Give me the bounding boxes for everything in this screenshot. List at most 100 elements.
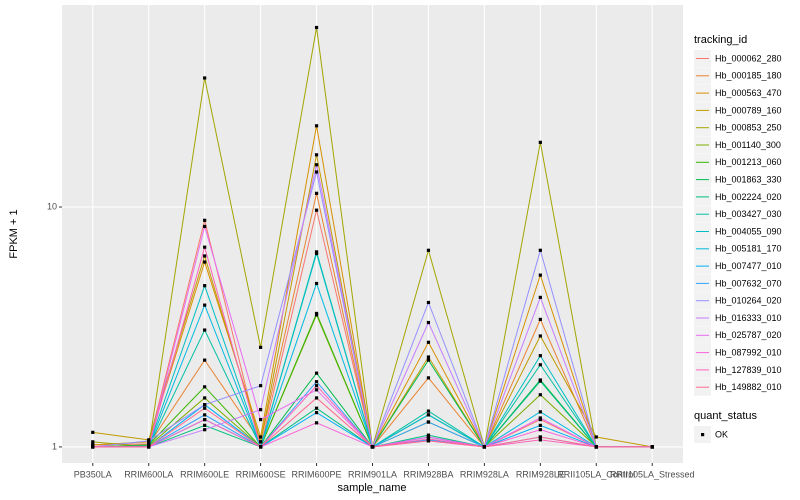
data-point: [259, 440, 263, 444]
data-point: [147, 439, 151, 443]
data-point: [426, 358, 431, 362]
legend: tracking_id Hb_000062_280 Hb_000185_180 Hb_…: [694, 34, 782, 443]
data-point: [538, 248, 542, 252]
data-point: [538, 334, 542, 338]
data-point: [538, 140, 542, 144]
data-point: [370, 445, 375, 449]
data-point: [314, 396, 319, 400]
data-point: [203, 385, 207, 389]
x-tick-label: RRIM600SE: [236, 469, 286, 479]
data-point: [538, 423, 542, 427]
legend-label: Hb_001213_060: [715, 157, 782, 167]
data-point: [203, 328, 207, 332]
data-point: [314, 388, 319, 392]
data-point: [203, 260, 207, 264]
data-point: [426, 300, 431, 305]
data-point: [259, 384, 263, 388]
legend-swatch: [701, 433, 705, 437]
legend-label: Hb_149882_010: [715, 382, 782, 392]
data-point: [259, 408, 263, 412]
data-point: [147, 445, 151, 449]
data-point: [203, 396, 207, 400]
data-point: [203, 428, 207, 432]
legend-label: Hb_007632_070: [715, 278, 782, 288]
legend-label: Hb_000563_470: [715, 88, 782, 98]
data-point: [91, 430, 95, 434]
data-point: [538, 273, 542, 277]
legend-label: Hb_010264_020: [715, 296, 782, 306]
data-point: [203, 423, 207, 427]
legend-label: OK: [715, 429, 728, 439]
data-point: [259, 435, 263, 439]
y-axis-title: FPKM + 1: [8, 209, 20, 258]
data-point: [203, 284, 207, 288]
data-point: [91, 443, 95, 447]
data-point: [203, 406, 207, 410]
data-point: [91, 445, 95, 449]
x-axis-title: sample_name: [337, 482, 406, 494]
data-point: [314, 170, 319, 174]
data-point: [203, 303, 207, 307]
data-point: [426, 376, 431, 380]
data-point: [314, 380, 319, 384]
data-point: [314, 124, 319, 128]
data-point: [203, 224, 207, 229]
data-point: [314, 311, 319, 316]
data-point: [538, 393, 542, 397]
data-point: [203, 413, 207, 417]
data-point: [538, 379, 542, 383]
data-point: [314, 250, 319, 254]
series-points: [91, 25, 654, 449]
data-point: [426, 437, 431, 441]
data-point: [314, 163, 319, 167]
data-point: [91, 440, 95, 444]
legend-title: tracking_id: [694, 34, 747, 46]
data-point: [482, 445, 486, 449]
data-point: [594, 435, 598, 439]
x-tick-label: RRIM600LA: [124, 469, 173, 479]
legend-label: Hb_000062_280: [715, 53, 782, 63]
data-point: [314, 191, 319, 195]
data-point: [538, 354, 542, 358]
legend-label: Hb_002224_020: [715, 192, 782, 202]
x-tick-label: RRIM928LA: [460, 469, 509, 479]
data-point: [203, 76, 207, 80]
data-point: [314, 421, 319, 425]
x-tick-label: RRII105LA_Control: [557, 469, 635, 479]
data-point: [426, 435, 431, 439]
data-point: [203, 254, 207, 258]
x-tick-label: RRII105LA_Stressed: [610, 469, 695, 479]
x-tick-label: RRIM901LA: [348, 469, 397, 479]
data-point: [538, 428, 542, 432]
data-point: [538, 438, 542, 442]
y-tick-label: 1: [52, 441, 57, 451]
legend-label: Hb_005181_170: [715, 244, 782, 254]
data-point: [314, 251, 319, 256]
legend-label: Hb_127839_010: [715, 365, 782, 375]
data-point: [650, 445, 654, 449]
data-point: [426, 439, 431, 443]
data-point: [314, 411, 319, 415]
data-point: [314, 25, 319, 30]
legend-title: quant_status: [694, 410, 757, 422]
data-point: [426, 340, 431, 344]
data-point: [426, 413, 431, 417]
data-point: [538, 295, 542, 299]
data-point: [203, 417, 207, 422]
data-point: [314, 384, 319, 388]
data-point: [426, 420, 431, 424]
legend-label: Hb_007477_010: [715, 261, 782, 271]
data-point: [594, 445, 598, 449]
data-point: [314, 153, 319, 157]
x-tick-label: RRIM600LE: [180, 469, 229, 479]
data-point: [426, 409, 431, 413]
legend-label: Hb_087992_010: [715, 347, 782, 357]
legend-label: Hb_001863_330: [715, 174, 782, 184]
data-point: [426, 355, 431, 359]
data-point: [538, 410, 542, 414]
legend-label: Hb_000853_250: [715, 123, 782, 133]
data-point: [259, 345, 263, 349]
data-point: [314, 406, 319, 410]
data-point: [538, 435, 542, 439]
